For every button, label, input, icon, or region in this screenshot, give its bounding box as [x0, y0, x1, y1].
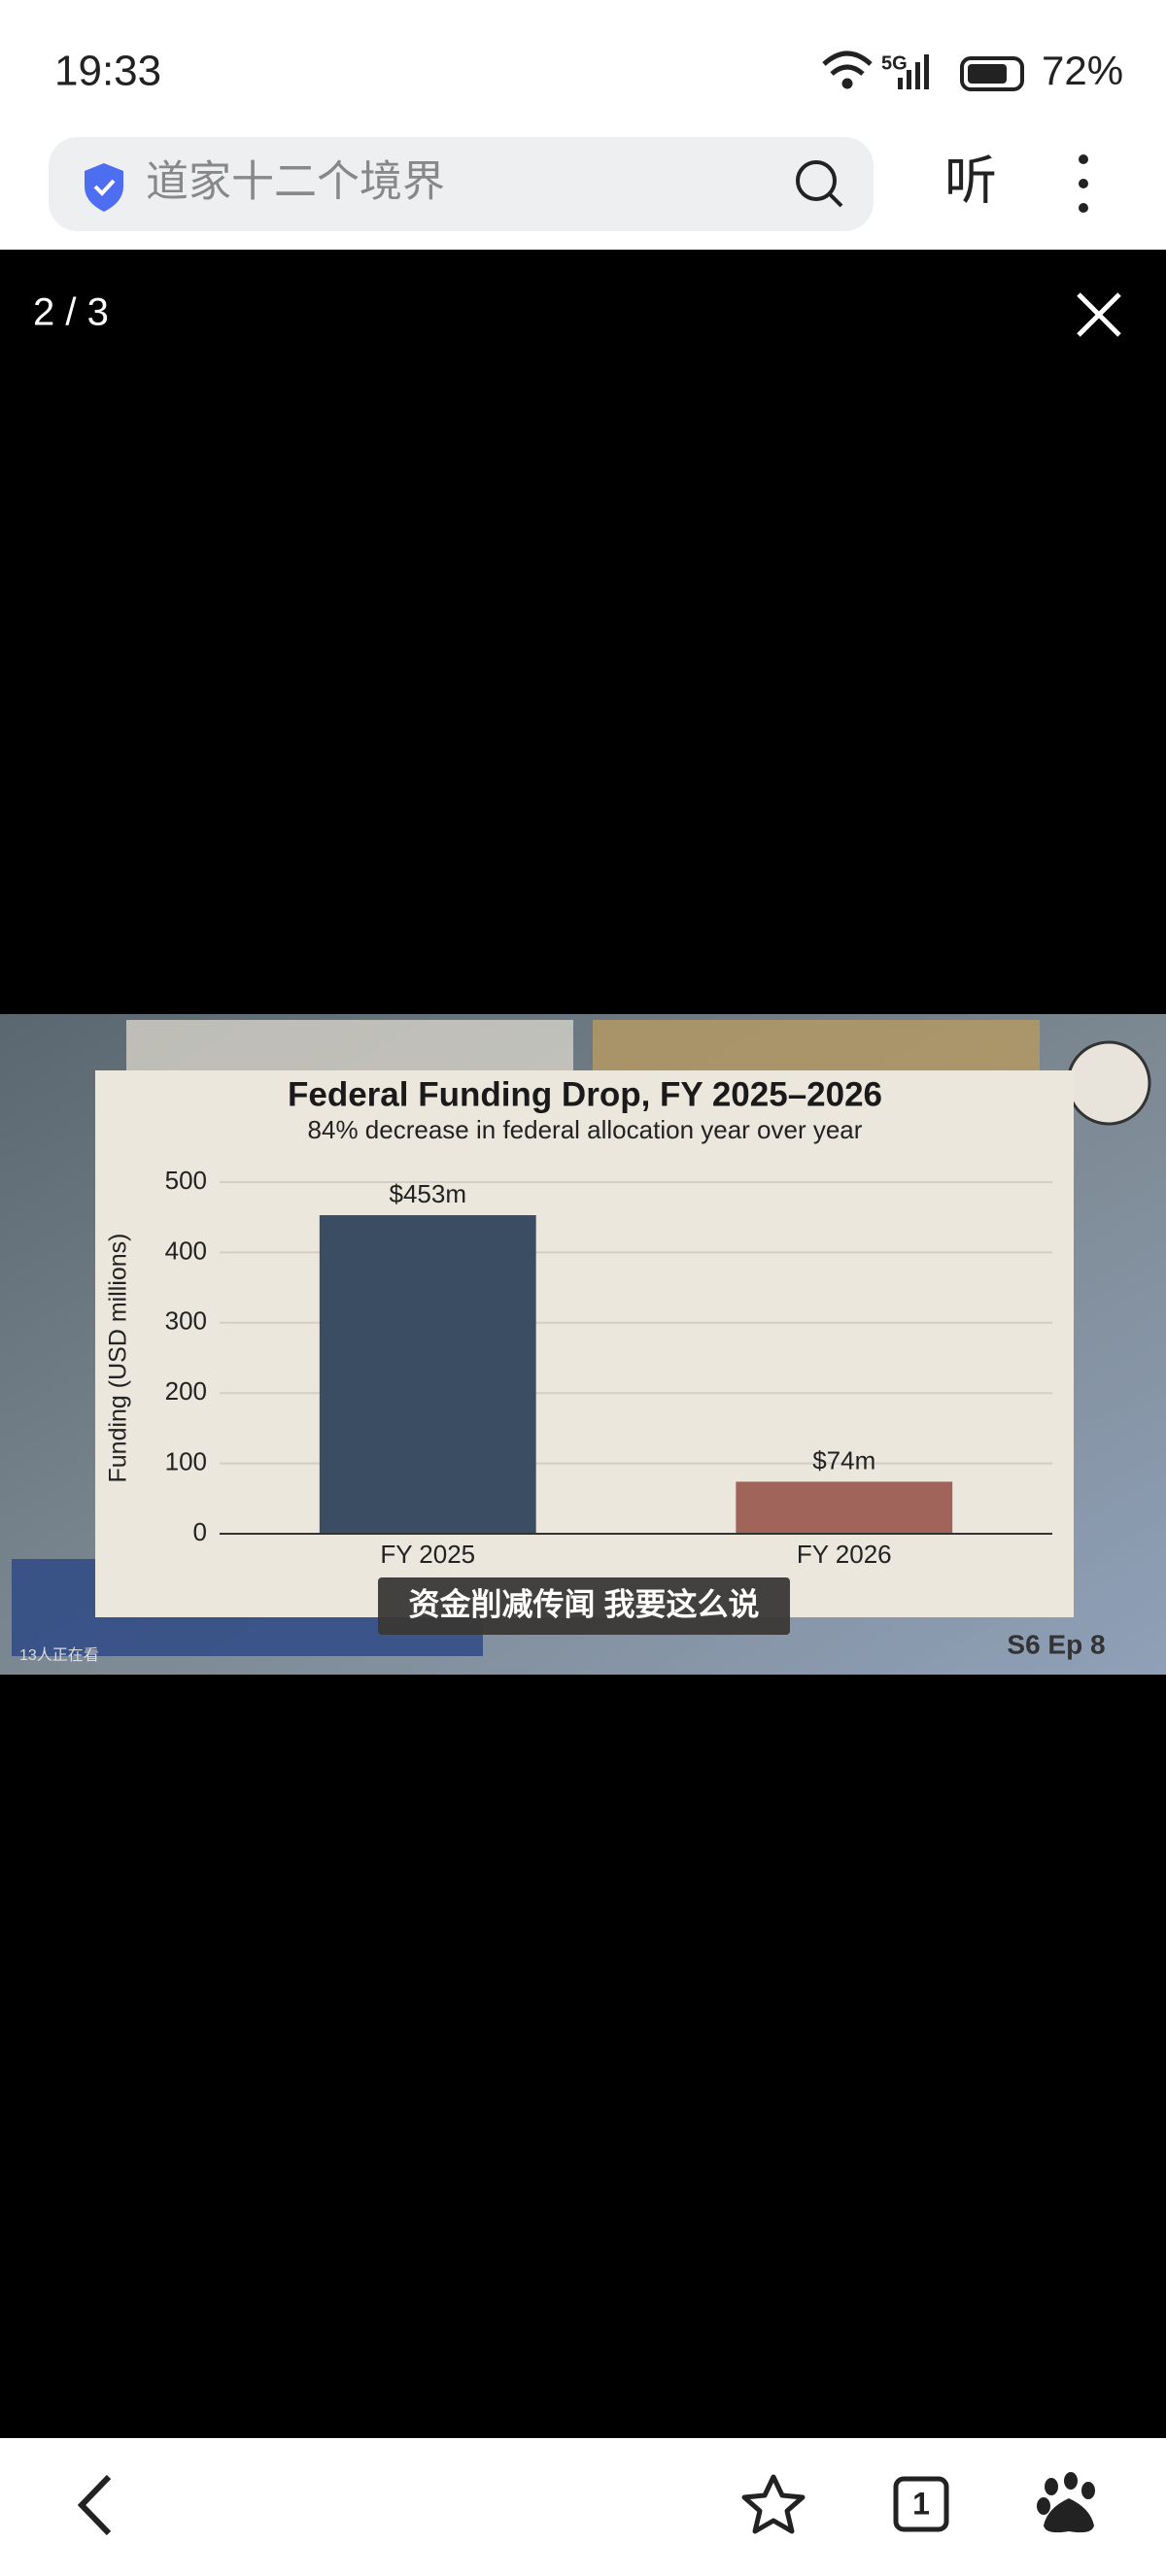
listen-button[interactable]: 听	[944, 152, 997, 210]
y-tick-label: 400	[165, 1236, 207, 1265]
bottom-bar	[0, 2438, 1166, 2576]
status-time: 19:33	[54, 48, 161, 95]
tabs-button[interactable]	[893, 2476, 949, 2532]
close-button[interactable]	[1077, 292, 1121, 337]
viewer-count: 13人正在看	[19, 1646, 99, 1664]
y-tick-label: 0	[193, 1517, 207, 1546]
video-shelf	[126, 1020, 573, 1070]
video-shelf	[593, 1020, 1040, 1070]
shield-icon	[85, 163, 123, 212]
value-label: $453m	[390, 1179, 467, 1208]
y-tick-label: 100	[165, 1446, 207, 1475]
bar	[736, 1481, 953, 1534]
search-text[interactable]: 道家十二个境界	[146, 158, 445, 206]
signal-icon	[898, 54, 929, 89]
x-tick-label: FY 2025	[380, 1540, 475, 1569]
tab-count[interactable]: 1	[912, 2486, 930, 2521]
wifi-icon	[822, 51, 873, 89]
y-tick-label: 300	[165, 1306, 207, 1336]
y-tick-label: 500	[165, 1166, 207, 1195]
image-counter: 2 / 3	[33, 291, 109, 334]
chart-panel	[95, 1070, 1074, 1617]
battery-text: 72%	[1042, 48, 1123, 93]
caption: 资金削减传闻 我要这么说	[409, 1586, 760, 1621]
battery-icon	[960, 56, 1024, 91]
value-label: $74m	[812, 1445, 875, 1474]
network-type: 5G	[881, 52, 908, 74]
y-tick-label: 200	[165, 1376, 207, 1406]
shield-check	[93, 179, 116, 196]
battery-level	[968, 64, 1007, 84]
video-frame: S6 Ep 8 13人正在看 Federal Funding Drop, FY …	[0, 1014, 1166, 1675]
chart-subtitle: 84% decrease in federal allocation year …	[308, 1115, 863, 1144]
channel-logo	[1066, 1040, 1151, 1126]
bookmark-button[interactable]	[741, 2474, 806, 2534]
bar	[319, 1215, 536, 1534]
y-axis-label: Funding (USD millions)	[105, 1233, 132, 1482]
baidu-button[interactable]	[1037, 2472, 1095, 2533]
back-button[interactable]	[77, 2474, 112, 2536]
search-icon[interactable]	[796, 160, 837, 201]
chart-title: Federal Funding Drop, FY 2025–2026	[288, 1075, 882, 1113]
x-tick-label: FY 2026	[797, 1540, 892, 1569]
caption-box	[378, 1577, 790, 1635]
episode-label: S6 Ep 8	[1007, 1629, 1105, 1659]
search-bar[interactable]	[49, 137, 874, 231]
plot: 0 100 200 300 400 500 FY 2025 $453m FY 2026 $74m	[165, 1166, 1052, 1569]
menu-button[interactable]	[1079, 154, 1088, 213]
search-icon-handle	[828, 192, 843, 208]
